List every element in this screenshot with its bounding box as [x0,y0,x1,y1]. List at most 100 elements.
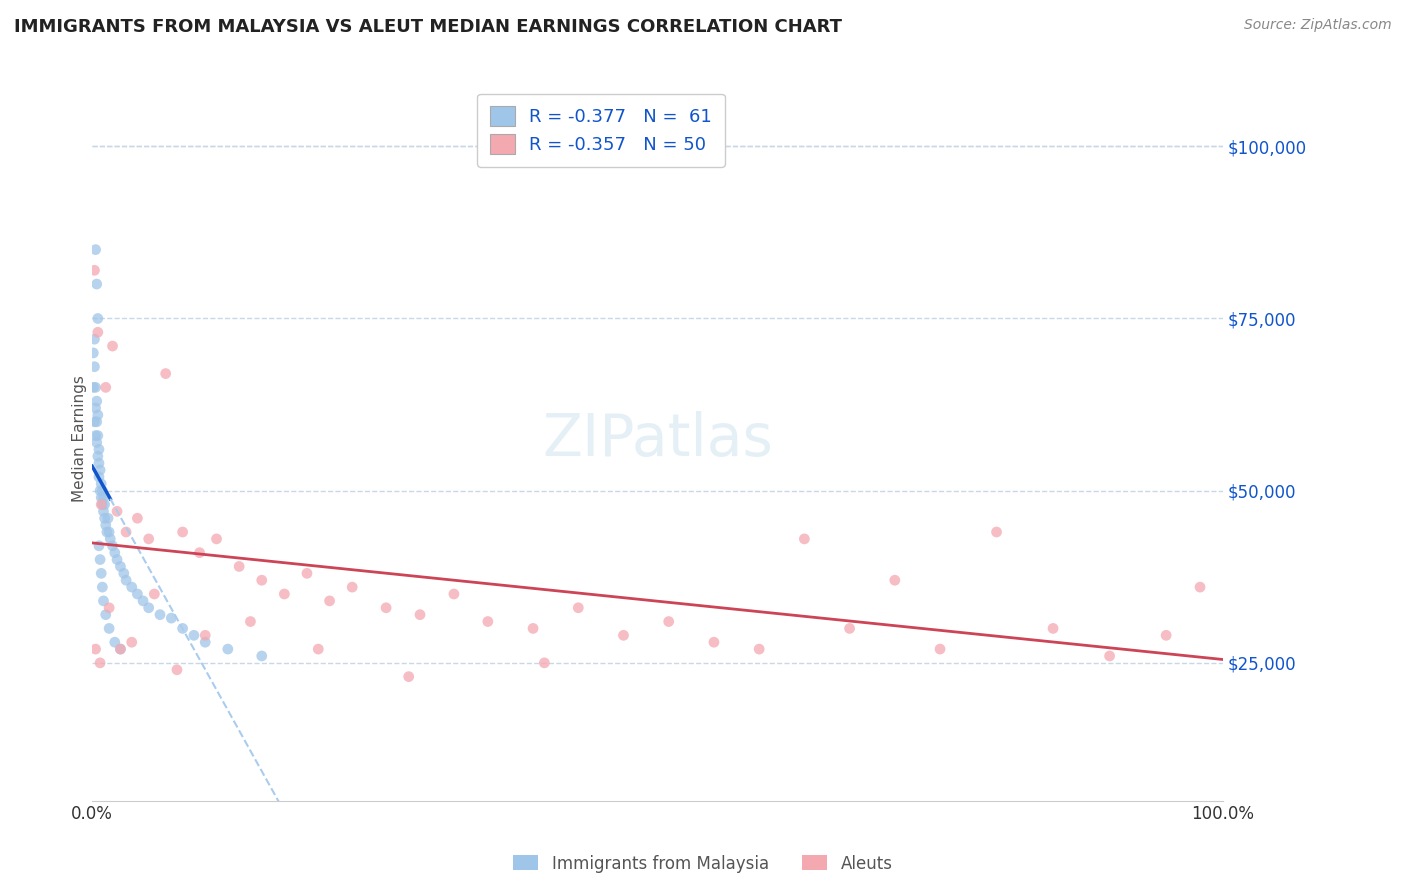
Point [398,670,420,684]
Point [90,566,112,581]
Point [443,587,465,601]
Point [838,622,860,636]
Point [155,367,177,381]
Point [1098,648,1121,663]
Point [83,359,105,374]
Point [84,243,107,257]
Text: IMMIGRANTS FROM MALAYSIA VS ALEUT MEDIAN EARNINGS CORRELATION CHART: IMMIGRANTS FROM MALAYSIA VS ALEUT MEDIAN… [14,18,842,36]
Point [703,635,725,649]
Text: ZIPatlas: ZIPatlas [541,410,773,467]
Point [110,642,132,657]
Point [86,415,108,429]
Point [84,428,107,442]
Point [477,615,499,629]
Point [172,524,194,539]
Point [533,656,555,670]
Point [138,600,160,615]
Legend: R = -0.377   N =  61, R = -0.357   N = 50: R = -0.377 N = 61, R = -0.357 N = 50 [477,94,724,167]
Text: Source: ZipAtlas.com: Source: ZipAtlas.com [1244,18,1392,32]
Point [375,600,398,615]
Legend: Immigrants from Malaysia, Aleuts: Immigrants from Malaysia, Aleuts [506,848,900,880]
Point [115,573,138,587]
Point [89,483,111,498]
Point [83,332,105,346]
Point [90,491,112,505]
Point [1154,628,1177,642]
Point [166,663,188,677]
Point [409,607,432,622]
Point [93,594,115,608]
Point [883,573,905,587]
Point [105,552,128,566]
Point [183,628,205,642]
Point [87,539,110,553]
Y-axis label: Median Earnings: Median Earnings [72,376,87,502]
Point [1042,622,1064,636]
Point [82,380,104,394]
Point [89,463,111,477]
Point [94,380,117,394]
Point [82,346,104,360]
Point [250,573,273,587]
Point [91,483,114,498]
Point [98,532,121,546]
Point [86,435,108,450]
Point [194,628,217,642]
Point [90,498,112,512]
Point [658,615,681,629]
Point [93,511,115,525]
Point [567,600,589,615]
Point [98,622,121,636]
Point [101,339,124,353]
Point [87,408,110,422]
Point [143,587,166,601]
Point [104,546,127,560]
Point [929,642,952,657]
Point [83,415,105,429]
Point [86,277,108,291]
Point [94,518,117,533]
Point [121,580,143,594]
Point [101,539,124,553]
Point [228,559,250,574]
Point [110,642,132,657]
Point [87,326,110,340]
Point [90,476,112,491]
Point [250,648,273,663]
Point [87,456,110,470]
Point [205,532,228,546]
Point [295,566,318,581]
Point [239,615,262,629]
Point [127,511,149,525]
Point [93,498,115,512]
Point [132,594,155,608]
Point [84,401,107,415]
Point [89,656,111,670]
Point [97,511,120,525]
Point [793,532,815,546]
Point [87,442,110,457]
Point [115,524,138,539]
Point [105,504,128,518]
Point [87,311,110,326]
Point [307,642,329,657]
Point [188,546,211,560]
Point [87,470,110,484]
Point [87,449,110,463]
Point [318,594,340,608]
Point [98,600,121,615]
Point [91,580,114,594]
Point [138,532,160,546]
Point [121,635,143,649]
Point [93,504,115,518]
Point [89,552,111,566]
Point [149,607,172,622]
Point [96,524,118,539]
Point [612,628,634,642]
Point [91,498,114,512]
Point [83,263,105,277]
Point [86,394,108,409]
Point [986,524,1008,539]
Point [217,642,239,657]
Point [127,587,149,601]
